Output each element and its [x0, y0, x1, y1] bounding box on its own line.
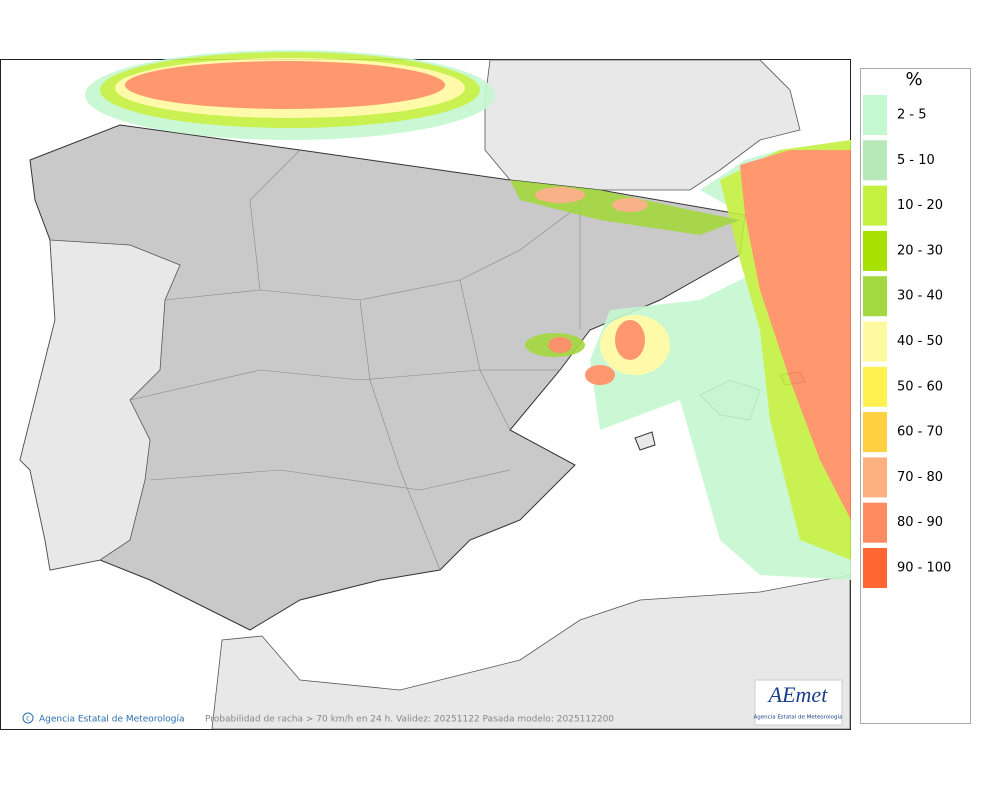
legend-label: 90 - 100 [897, 561, 951, 576]
legend-label: 40 - 50 [897, 334, 943, 349]
ibiza [634, 431, 656, 451]
legend-swatch [863, 548, 887, 588]
legend-label: 5 - 10 [897, 153, 935, 168]
africa [211, 574, 851, 730]
legend-swatch [863, 185, 887, 226]
legend-label: 50 - 60 [897, 379, 943, 394]
logo-subtitle: Agencia Estatal de Meteorología [754, 714, 843, 721]
legend-label: 20 - 30 [897, 243, 943, 258]
legend-swatch [863, 140, 887, 181]
copyright-text: Agencia Estatal de Meteorología [39, 715, 185, 725]
france [484, 59, 801, 191]
legend-label: 2 - 5 [897, 108, 927, 123]
legend-label: 10 - 20 [897, 198, 943, 213]
portugal [19, 239, 181, 571]
copyright-icon [22, 712, 34, 724]
copyright-sign: c [26, 715, 30, 723]
legend-swatch [863, 95, 887, 135]
legend-label: 70 - 80 [897, 470, 943, 485]
legend-swatch [863, 321, 887, 362]
legend-label: 30 - 40 [897, 289, 943, 304]
caption: Probabilidad de racha > 70 km/h en 24 h.… [205, 715, 614, 725]
probability-overlay [85, 50, 851, 580]
legend-swatch [863, 366, 887, 407]
logo-box [754, 679, 843, 726]
legend-swatch [863, 457, 887, 498]
logo-text: AEmet [767, 682, 829, 707]
legend-swatch [863, 502, 887, 543]
map [19, 59, 851, 730]
legend: 2 - 5 5 - 10 10 - 20 20 - 30 30 - 40 40 - 50 5… [863, 95, 951, 588]
legend-swatch [863, 230, 887, 271]
legend-swatch [863, 276, 887, 317]
legend-title: % [905, 69, 922, 90]
legend-label: 60 - 70 [897, 425, 943, 440]
legend-label: 80 - 90 [897, 515, 943, 530]
legend-swatch [863, 412, 887, 453]
